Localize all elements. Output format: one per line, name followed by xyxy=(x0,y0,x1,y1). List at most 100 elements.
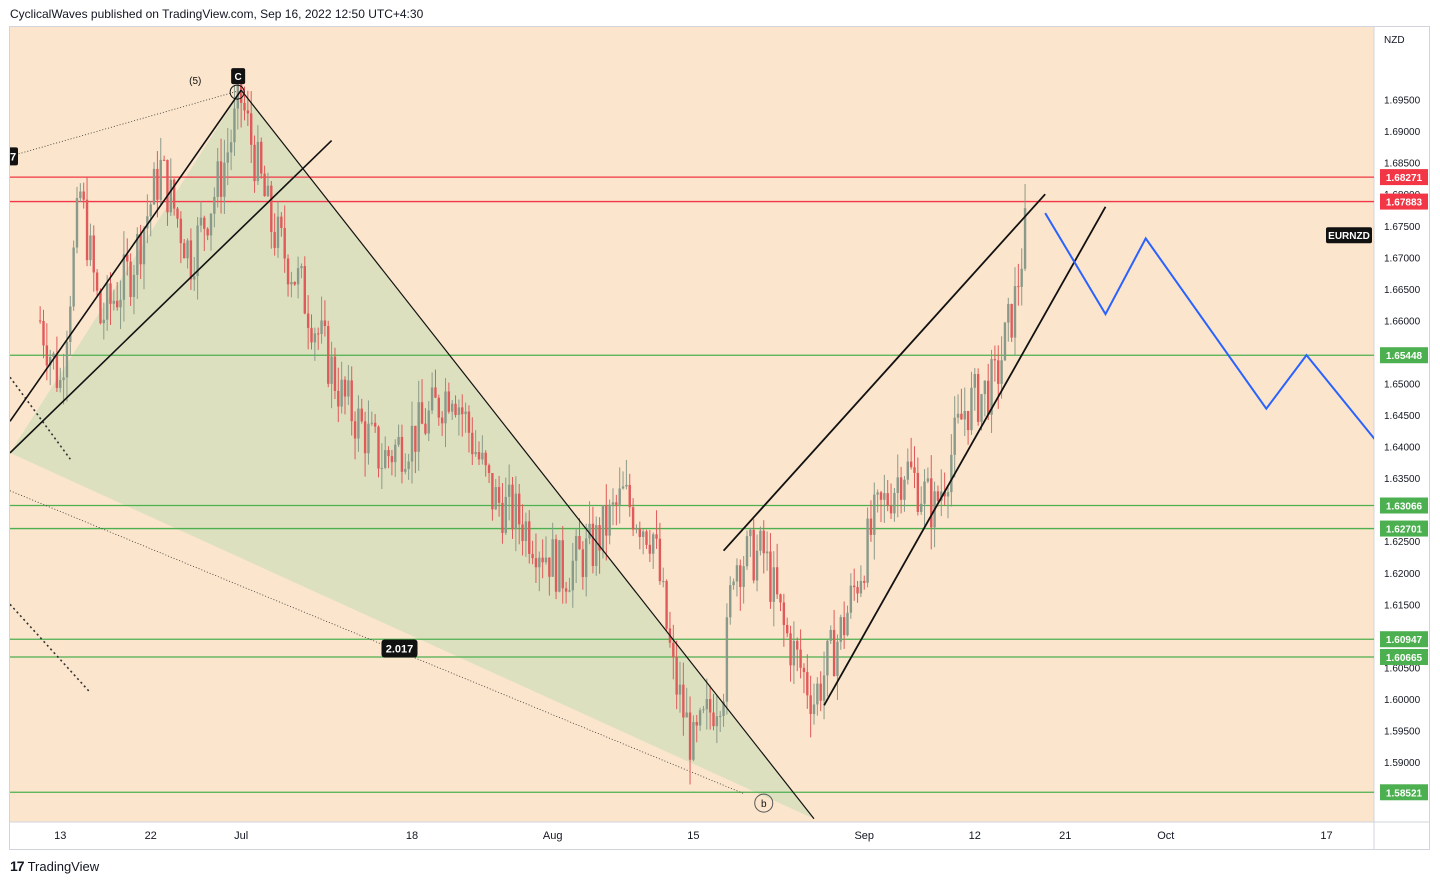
candle-body xyxy=(487,465,491,473)
candle-body xyxy=(226,152,229,163)
candle-body xyxy=(842,617,846,636)
x-tick-label: 22 xyxy=(145,830,157,842)
candle-body xyxy=(132,274,136,297)
candle-body xyxy=(363,421,367,454)
candle-body xyxy=(407,461,410,469)
candle-body xyxy=(836,641,839,677)
candle-body xyxy=(447,391,451,412)
candle-body xyxy=(876,492,879,495)
candle-body xyxy=(340,379,343,407)
y-tick-label: 1.60500 xyxy=(1384,663,1421,674)
candle-body xyxy=(303,266,306,314)
level-badge xyxy=(1380,169,1428,186)
candle-body xyxy=(266,185,270,197)
level-badge xyxy=(1380,784,1428,801)
candle-body xyxy=(561,540,564,589)
candle-body xyxy=(625,484,628,487)
candle-body xyxy=(216,161,219,197)
candle-body xyxy=(997,360,1000,384)
candle-body xyxy=(675,657,678,695)
y-tick-label: 1.63500 xyxy=(1384,474,1421,485)
candle-body xyxy=(1017,286,1020,288)
y-tick-label: 1.61500 xyxy=(1384,600,1421,611)
candle-body xyxy=(538,557,541,568)
symbol-badge-label: EURNZD xyxy=(1328,231,1370,242)
level-badge-label: 1.60947 xyxy=(1386,635,1423,646)
candle-body xyxy=(729,585,732,618)
candle-body xyxy=(678,684,682,695)
symbol-badge xyxy=(1326,227,1372,244)
candle-body xyxy=(802,667,806,673)
candle-body xyxy=(779,594,782,603)
candle-body xyxy=(534,558,538,568)
candle-body xyxy=(866,518,869,583)
candle-body xyxy=(521,524,524,542)
candle-body xyxy=(370,422,373,424)
chart-area[interactable]: (5)Cb2.0177NZD1.695001.690001.685001.680… xyxy=(9,26,1430,850)
candle-body xyxy=(574,536,578,561)
candle-body xyxy=(548,557,551,577)
candle-body xyxy=(1007,304,1010,323)
candle-body xyxy=(772,567,775,602)
candle-body xyxy=(72,247,75,307)
candle-body xyxy=(186,240,189,259)
wave-circle xyxy=(229,84,245,100)
candle-body xyxy=(692,721,695,760)
candle-body xyxy=(179,218,183,244)
candle-body xyxy=(377,426,380,469)
candle-body xyxy=(819,683,822,701)
candle-body xyxy=(75,198,79,248)
candle-body xyxy=(571,560,574,591)
candle-body xyxy=(812,704,816,715)
tradingview-logo-icon: 17 xyxy=(10,858,25,874)
candle-body xyxy=(280,216,283,229)
candle-body xyxy=(816,683,819,705)
x-tick-label: 21 xyxy=(1059,830,1071,842)
candle-body xyxy=(95,272,99,291)
candle-body xyxy=(457,407,461,415)
candle-body xyxy=(102,319,105,324)
candle-body xyxy=(628,484,631,508)
x-tick-label: Oct xyxy=(1157,830,1174,842)
candle-body xyxy=(400,436,404,472)
candle-body xyxy=(373,422,377,427)
candle-body xyxy=(524,521,528,542)
y-tick-label: 1.59500 xyxy=(1384,727,1421,738)
x-tick-label: 13 xyxy=(54,830,66,842)
y-tick-label: 1.60000 xyxy=(1384,695,1421,706)
candle-body xyxy=(296,268,300,285)
candle-body xyxy=(99,290,102,324)
candle-body xyxy=(645,531,648,545)
y-tick-label: 1.62000 xyxy=(1384,569,1421,580)
candle-body xyxy=(367,423,370,454)
level-badge xyxy=(1380,520,1428,537)
candle-body xyxy=(591,523,595,566)
candle-body xyxy=(514,493,518,530)
candle-body xyxy=(889,505,893,514)
candle-body xyxy=(494,487,497,510)
wedge-line xyxy=(10,89,242,422)
candle-body xyxy=(950,454,953,493)
candle-body xyxy=(963,411,966,420)
wave-b-circle xyxy=(754,793,774,813)
dotted-line xyxy=(10,89,242,157)
candle-body xyxy=(638,528,641,537)
candle-body xyxy=(752,529,755,581)
candle-body xyxy=(246,110,250,114)
candle-body xyxy=(273,232,276,248)
publish-info: CyclicalWaves published on TradingView.c… xyxy=(10,7,424,21)
candle-body xyxy=(223,162,226,197)
candle-body xyxy=(290,281,293,285)
x-tick-label: 18 xyxy=(406,830,418,842)
candle-body xyxy=(300,266,303,269)
candle-body xyxy=(49,357,52,366)
price-chart[interactable]: (5)Cb2.0177NZD1.695001.690001.685001.680… xyxy=(10,27,1429,849)
candle-body xyxy=(544,557,548,563)
candle-body xyxy=(497,487,501,503)
candle-body xyxy=(782,602,786,626)
level-badge xyxy=(1380,347,1428,364)
wave-5-label: (5) xyxy=(189,76,201,87)
level-badge-label: 1.67883 xyxy=(1386,198,1423,209)
candle-body xyxy=(930,478,933,528)
candle-body xyxy=(387,450,390,457)
